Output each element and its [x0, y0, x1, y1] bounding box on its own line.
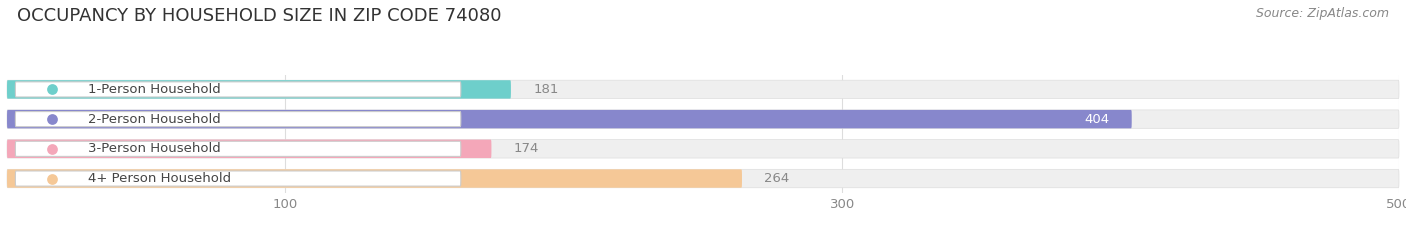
- FancyBboxPatch shape: [7, 169, 1399, 188]
- Point: [41, 147, 63, 151]
- Text: 181: 181: [533, 83, 558, 96]
- FancyBboxPatch shape: [15, 112, 461, 127]
- Text: 404: 404: [1084, 113, 1109, 126]
- FancyBboxPatch shape: [7, 140, 1399, 158]
- FancyBboxPatch shape: [7, 110, 1399, 128]
- Text: 4+ Person Household: 4+ Person Household: [87, 172, 231, 185]
- Text: 3-Person Household: 3-Person Household: [87, 142, 221, 155]
- Text: 174: 174: [513, 142, 538, 155]
- Point: [41, 117, 63, 121]
- Text: 2-Person Household: 2-Person Household: [87, 113, 221, 126]
- FancyBboxPatch shape: [15, 171, 461, 186]
- Point: [41, 177, 63, 180]
- Text: 264: 264: [765, 172, 790, 185]
- Text: 1-Person Household: 1-Person Household: [87, 83, 221, 96]
- FancyBboxPatch shape: [7, 169, 742, 188]
- FancyBboxPatch shape: [7, 140, 492, 158]
- Point: [41, 88, 63, 91]
- Text: Source: ZipAtlas.com: Source: ZipAtlas.com: [1256, 7, 1389, 20]
- FancyBboxPatch shape: [7, 80, 510, 99]
- Text: OCCUPANCY BY HOUSEHOLD SIZE IN ZIP CODE 74080: OCCUPANCY BY HOUSEHOLD SIZE IN ZIP CODE …: [17, 7, 502, 25]
- FancyBboxPatch shape: [15, 82, 461, 97]
- FancyBboxPatch shape: [7, 110, 1132, 128]
- FancyBboxPatch shape: [15, 141, 461, 156]
- FancyBboxPatch shape: [7, 80, 1399, 99]
